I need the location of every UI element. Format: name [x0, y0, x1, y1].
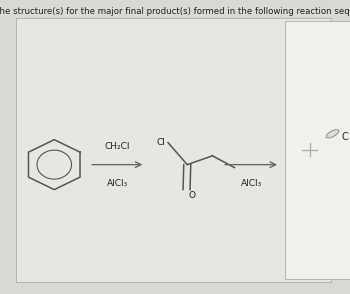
Text: Cl: Cl [156, 138, 165, 146]
Text: AlCl₃: AlCl₃ [240, 179, 262, 188]
Text: CH₂Cl: CH₂Cl [105, 141, 130, 151]
Text: Draw the structure(s) for the major final product(s) formed in the following rea: Draw the structure(s) for the major fina… [0, 7, 350, 16]
Text: O: O [188, 191, 195, 200]
Text: C: C [342, 132, 348, 142]
FancyBboxPatch shape [285, 21, 350, 279]
Text: AlCl₃: AlCl₃ [107, 179, 128, 188]
FancyBboxPatch shape [16, 18, 331, 282]
Ellipse shape [326, 130, 339, 138]
